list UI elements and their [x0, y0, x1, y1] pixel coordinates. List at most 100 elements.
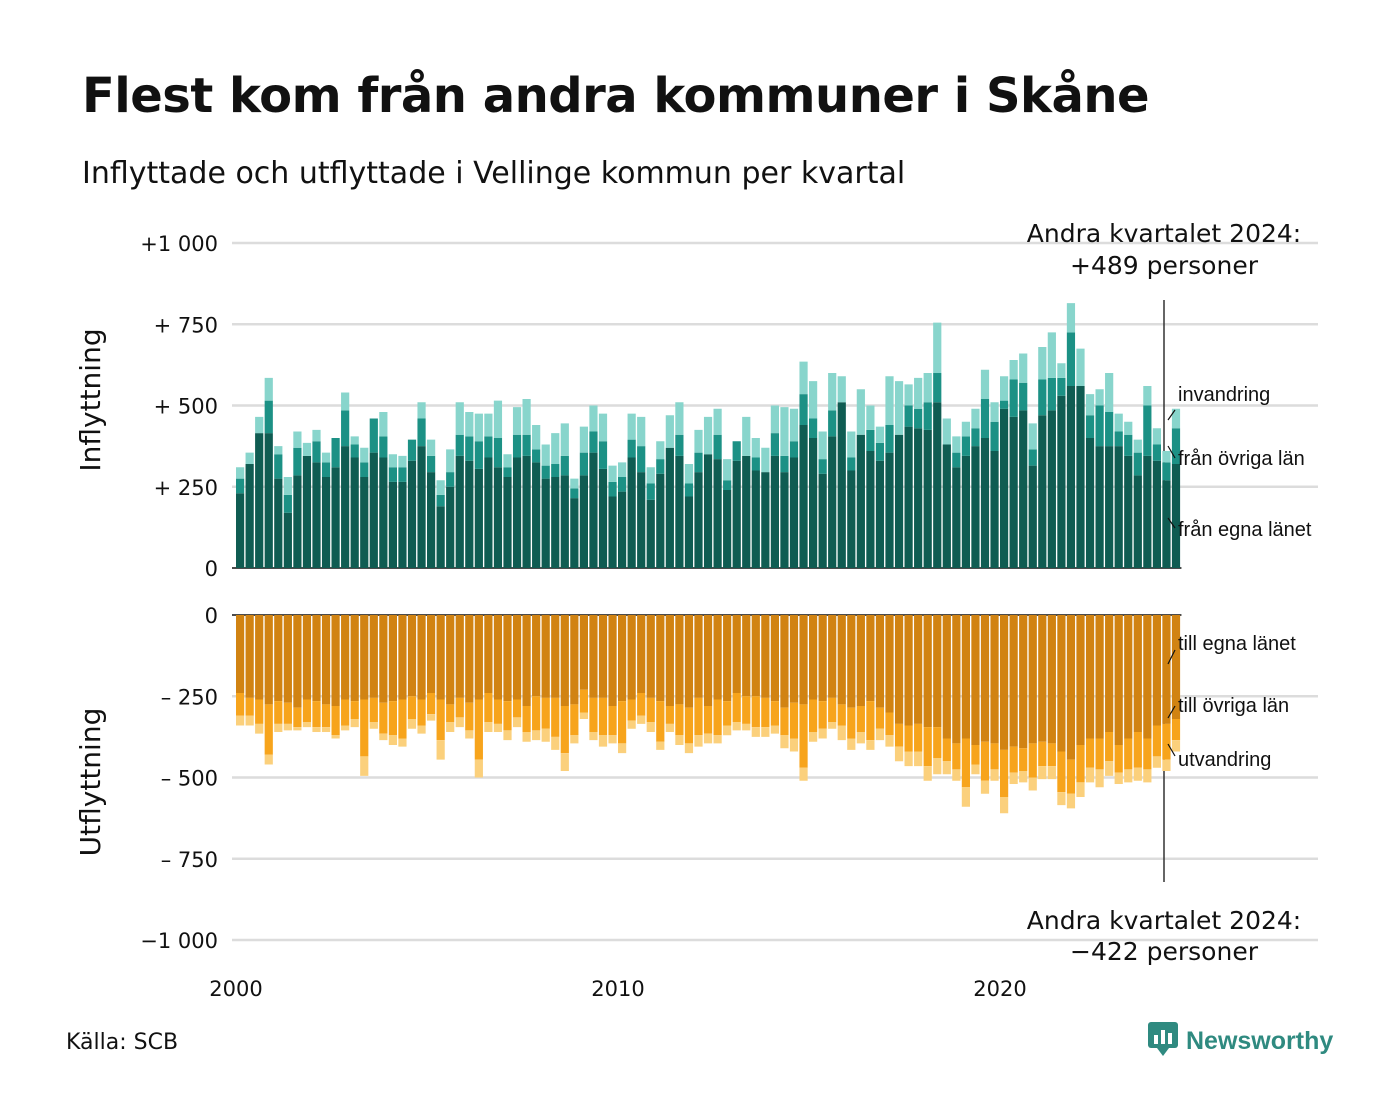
bar-segment: [980, 399, 990, 438]
bar-segment: [675, 434, 684, 456]
bar-segment: [369, 452, 378, 569]
bar-segment: [952, 436, 961, 453]
bar-segment: [933, 727, 942, 759]
bar-segment: [828, 373, 837, 411]
bar-segment: [1066, 615, 1076, 760]
bar-segment: [264, 754, 273, 765]
bar-segment: [618, 477, 627, 492]
bar-segment: [398, 615, 407, 700]
bar-segment: [875, 442, 885, 461]
bar-segment: [665, 615, 674, 706]
bar-segment: [828, 436, 837, 569]
bar-segment: [321, 452, 331, 463]
bar-segment: [283, 702, 292, 724]
bar-segment: [713, 735, 722, 744]
bar-segment: [245, 615, 254, 698]
axis-title: Inflyttning: [74, 328, 107, 471]
bar-segment: [684, 743, 694, 754]
bar-segment: [302, 722, 312, 728]
bar-segment: [388, 454, 397, 468]
bar-segment: [321, 727, 331, 733]
bar-segment: [942, 738, 951, 762]
bar-segment: [341, 725, 350, 731]
bar-segment: [847, 738, 856, 750]
bar-segment: [1095, 615, 1104, 739]
bar-segment: [1171, 719, 1181, 741]
x-tick-label: 2010: [591, 977, 644, 1001]
bar-segment: [1009, 615, 1018, 747]
bar-segment: [789, 702, 799, 739]
bar-segment: [522, 615, 531, 706]
bar-segment: [789, 408, 799, 442]
annotation-line: Andra kvartalet 2024:: [1027, 906, 1301, 935]
bar-segment: [474, 699, 483, 760]
bar-segment: [713, 459, 722, 569]
bar-segment: [1000, 408, 1009, 568]
bar-segment: [312, 701, 321, 728]
bar-segment: [761, 615, 770, 698]
bar-segment: [675, 455, 684, 569]
bar-segment: [1009, 746, 1018, 773]
bar-segment: [1047, 615, 1056, 744]
bar-segment: [503, 477, 512, 568]
bar-segment: [417, 615, 426, 700]
bar-segment: [856, 732, 865, 744]
bar-segment: [961, 738, 970, 788]
bar-segment: [665, 447, 674, 568]
bar-segment: [723, 701, 732, 726]
bar-segment: [656, 741, 665, 750]
bar-segment: [341, 392, 350, 411]
bar-segment: [1057, 363, 1066, 378]
bar-segment: [274, 701, 283, 724]
bar-segment: [933, 615, 942, 728]
bar-segment: [923, 402, 932, 430]
bar-segment: [589, 697, 598, 733]
bar-segment: [1009, 416, 1018, 569]
bar-segment: [637, 472, 646, 569]
bar-segment: [1162, 723, 1171, 760]
bar-segment: [551, 477, 560, 568]
bar-segment: [809, 438, 818, 568]
bar-segment: [789, 457, 799, 568]
y-tick-label: + 500: [154, 395, 218, 419]
bar-segment: [847, 457, 856, 471]
bar-segment: [369, 615, 378, 698]
bar-segment: [522, 434, 531, 456]
bar-segment: [293, 447, 302, 476]
bar-segment: [579, 712, 588, 719]
bar-segment: [770, 405, 779, 434]
bar-segment: [598, 413, 608, 442]
bar-segment: [723, 459, 732, 481]
bar-segment: [560, 753, 569, 772]
bar-segment: [245, 697, 254, 716]
bar-segment: [923, 429, 932, 569]
bar-segment: [961, 421, 970, 437]
bar-segment: [1028, 743, 1037, 778]
bar-segment: [598, 441, 608, 469]
bar-segment: [818, 728, 827, 739]
bar-segment: [274, 478, 283, 569]
bar-segment: [522, 706, 531, 732]
bar-segment: [1047, 377, 1056, 411]
bar-segment: [283, 512, 292, 568]
bar-segment: [579, 615, 588, 690]
bar-segment: [598, 697, 608, 736]
bar-segment: [780, 735, 789, 749]
bar-segment: [455, 434, 464, 456]
series-leader-line: [1167, 649, 1176, 665]
bar-segment: [1019, 410, 1028, 569]
brand-logo[interactable]: Newsworthy: [1148, 1022, 1333, 1060]
bar-segment: [1038, 379, 1047, 416]
bar-segment: [952, 615, 961, 744]
bar-segment: [713, 615, 722, 700]
bar-segment: [809, 699, 818, 732]
bar-segment: [360, 756, 369, 776]
bar-segment: [255, 723, 264, 734]
bar-segment: [837, 725, 846, 741]
bar-segment: [427, 455, 436, 473]
bar-segment: [1028, 615, 1037, 744]
annotation-line: −422 personer: [1070, 937, 1259, 966]
bar-segment: [656, 459, 665, 474]
bar-segment: [446, 704, 455, 723]
bar-segment: [847, 470, 856, 568]
